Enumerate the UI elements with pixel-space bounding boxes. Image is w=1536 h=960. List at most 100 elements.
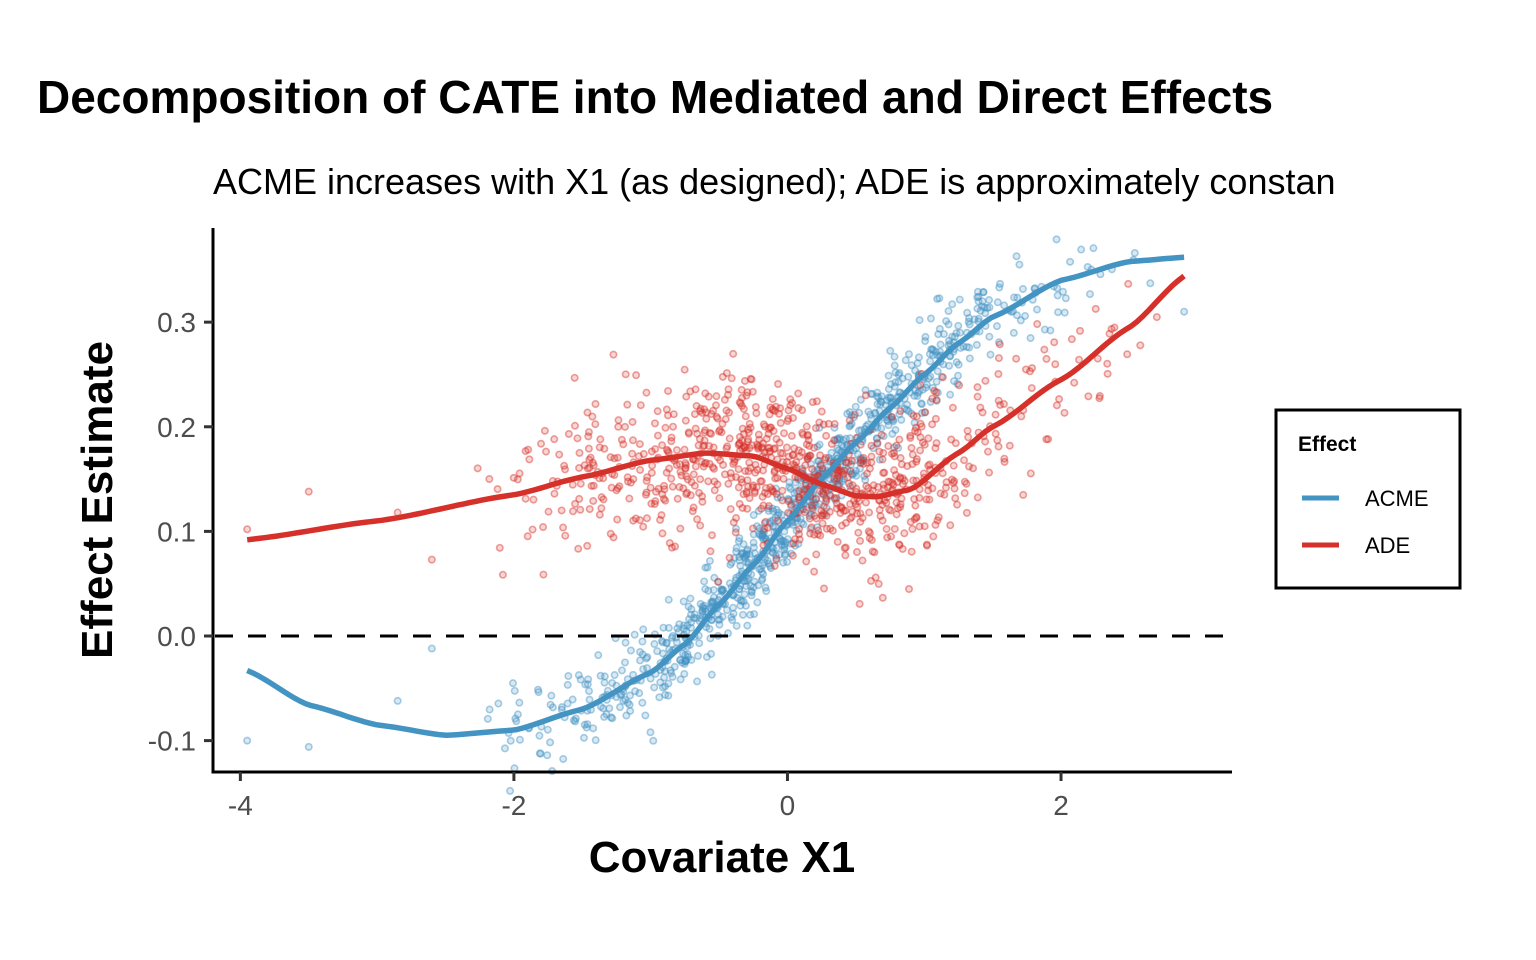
data-point [704, 477, 713, 486]
data-point [662, 445, 671, 454]
data-point [830, 423, 839, 432]
data-point [965, 320, 974, 329]
data-point [950, 484, 959, 493]
data-point [747, 588, 756, 597]
data-point [763, 490, 772, 499]
data-point [824, 453, 833, 462]
data-point [822, 431, 831, 440]
data-point [783, 535, 792, 544]
data-point [736, 561, 745, 570]
data-point [622, 711, 631, 720]
data-point [734, 465, 743, 474]
data-point [856, 536, 865, 545]
data-point [819, 420, 828, 429]
data-point [929, 532, 938, 541]
x-tick-label: 2 [1053, 790, 1069, 821]
data-point [1025, 367, 1034, 376]
data-point [679, 621, 688, 630]
data-point [908, 460, 917, 469]
data-point [913, 388, 922, 397]
data-point [818, 519, 827, 528]
data-point [810, 498, 819, 507]
data-point [895, 410, 904, 419]
data-point [680, 365, 689, 374]
data-point [650, 640, 659, 649]
data-point [813, 442, 822, 451]
data-point [776, 404, 785, 413]
data-point [909, 411, 918, 420]
points-acme [243, 235, 1189, 795]
data-point [833, 435, 842, 444]
data-point [707, 670, 716, 679]
data-point [582, 723, 591, 732]
data-point [804, 452, 813, 461]
data-point [818, 464, 827, 473]
data-point [911, 426, 920, 435]
data-point [841, 518, 850, 527]
data-point [772, 489, 781, 498]
data-point [663, 411, 672, 420]
data-point [864, 484, 873, 493]
data-point [1033, 320, 1042, 329]
data-point [886, 380, 895, 389]
data-point [927, 345, 936, 354]
data-point [801, 461, 810, 470]
data-point [657, 511, 666, 520]
data-point [585, 687, 594, 696]
data-point [599, 704, 608, 713]
data-point [945, 361, 954, 370]
data-point [752, 483, 761, 492]
data-point [869, 481, 878, 490]
data-point [835, 480, 844, 489]
data-point [822, 495, 831, 504]
data-point [641, 711, 650, 720]
data-point [696, 404, 705, 413]
data-point [896, 474, 905, 483]
data-point [746, 374, 755, 383]
data-point [761, 534, 770, 543]
data-point [865, 534, 874, 543]
data-point [628, 449, 637, 458]
data-point [718, 419, 727, 428]
data-point [600, 444, 609, 453]
data-point [629, 516, 638, 525]
data-point [845, 408, 854, 417]
data-point [589, 461, 598, 470]
data-point [810, 467, 819, 476]
data-point [851, 500, 860, 509]
data-point [700, 441, 709, 450]
data-point [1103, 359, 1112, 368]
data-point [842, 458, 851, 467]
x-tick-label: -2 [501, 790, 526, 821]
data-point [709, 593, 718, 602]
data-point [843, 465, 852, 474]
data-point [584, 428, 593, 437]
data-point [765, 410, 774, 419]
data-point [818, 511, 827, 520]
data-point [626, 646, 635, 655]
data-point [1040, 345, 1049, 354]
data-point [665, 539, 674, 548]
data-point [794, 446, 803, 455]
data-point [1044, 435, 1053, 444]
data-point [585, 505, 594, 514]
data-point [973, 493, 982, 502]
data-point [785, 483, 794, 492]
data-point [847, 456, 856, 465]
data-point [528, 525, 537, 534]
data-point [595, 510, 604, 519]
data-point [609, 533, 618, 542]
data-point [835, 433, 844, 442]
data-point [740, 553, 749, 562]
data-point [760, 528, 769, 537]
data-point [521, 447, 530, 456]
data-point [600, 678, 609, 687]
data-point [810, 567, 819, 576]
data-point [662, 468, 671, 477]
data-point [775, 409, 784, 418]
data-point [698, 607, 707, 616]
data-point [981, 437, 990, 446]
data-point [677, 471, 686, 480]
data-point [807, 523, 816, 532]
data-point [898, 480, 907, 489]
